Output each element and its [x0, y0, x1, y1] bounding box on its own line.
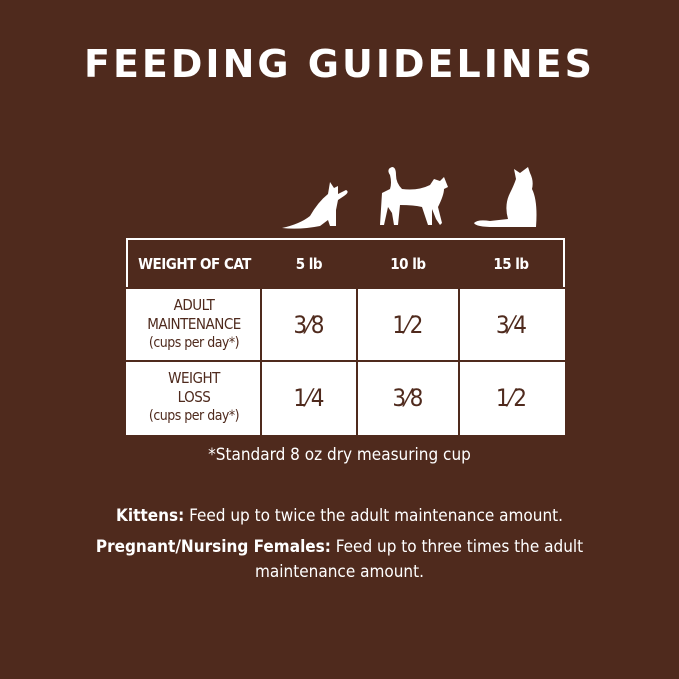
- note-text: Feed up to three times the adult mainten…: [255, 537, 584, 582]
- kitten-silhouette-icon: [282, 182, 348, 229]
- header-10lb: 10 lb: [356, 239, 459, 288]
- sitting-cat-silhouette-icon: [474, 167, 537, 227]
- footnote: *Standard 8 oz dry measuring cup: [208, 445, 471, 465]
- header-weight-of-cat: WEIGHT OF CAT: [127, 239, 261, 288]
- header-15lb: 15 lb: [458, 239, 564, 288]
- page-title: FEEDING GUIDELINES: [84, 42, 595, 86]
- cell-value: 1⁄4: [260, 360, 358, 434]
- row-label: WEIGHT LOSS (cups per day*): [127, 360, 262, 434]
- cell-value: 1⁄2: [457, 360, 564, 434]
- table-header-row: WEIGHT OF CAT 5 lb 10 lb 15 lb: [127, 239, 564, 288]
- row-label-text: WEIGHT LOSS: [168, 369, 220, 406]
- note-label: Kittens:: [116, 506, 185, 526]
- row-label: ADULT MAINTENANCE (cups per day*): [127, 287, 262, 362]
- cell-value: 3⁄4: [457, 287, 564, 362]
- kittens-note: Kittens: Feed up to twice the adult main…: [60, 504, 619, 529]
- cell-value: 3⁄8: [260, 287, 358, 362]
- row-unit: (cups per day*): [148, 335, 240, 351]
- row-label-text: ADULT MAINTENANCE: [147, 296, 241, 333]
- cell-value: 3⁄8: [355, 360, 460, 434]
- walking-cat-silhouette-icon: [380, 167, 448, 225]
- note-label: Pregnant/Nursing Females:: [95, 537, 331, 557]
- header-5lb: 5 lb: [261, 239, 357, 288]
- note-text: Feed up to twice the adult maintenance a…: [184, 506, 563, 526]
- table-row: WEIGHT LOSS (cups per day*) 1⁄4 3⁄8 1⁄2: [127, 360, 564, 434]
- feeding-table: WEIGHT OF CAT 5 lb 10 lb 15 lb ADULT MAI…: [126, 238, 565, 435]
- cell-value: 1⁄2: [355, 287, 460, 362]
- table-row: ADULT MAINTENANCE (cups per day*) 3⁄8 1⁄2…: [127, 287, 564, 362]
- row-unit: (cups per day*): [148, 408, 240, 424]
- pregnant-note: Pregnant/Nursing Females: Feed up to thr…: [80, 535, 599, 585]
